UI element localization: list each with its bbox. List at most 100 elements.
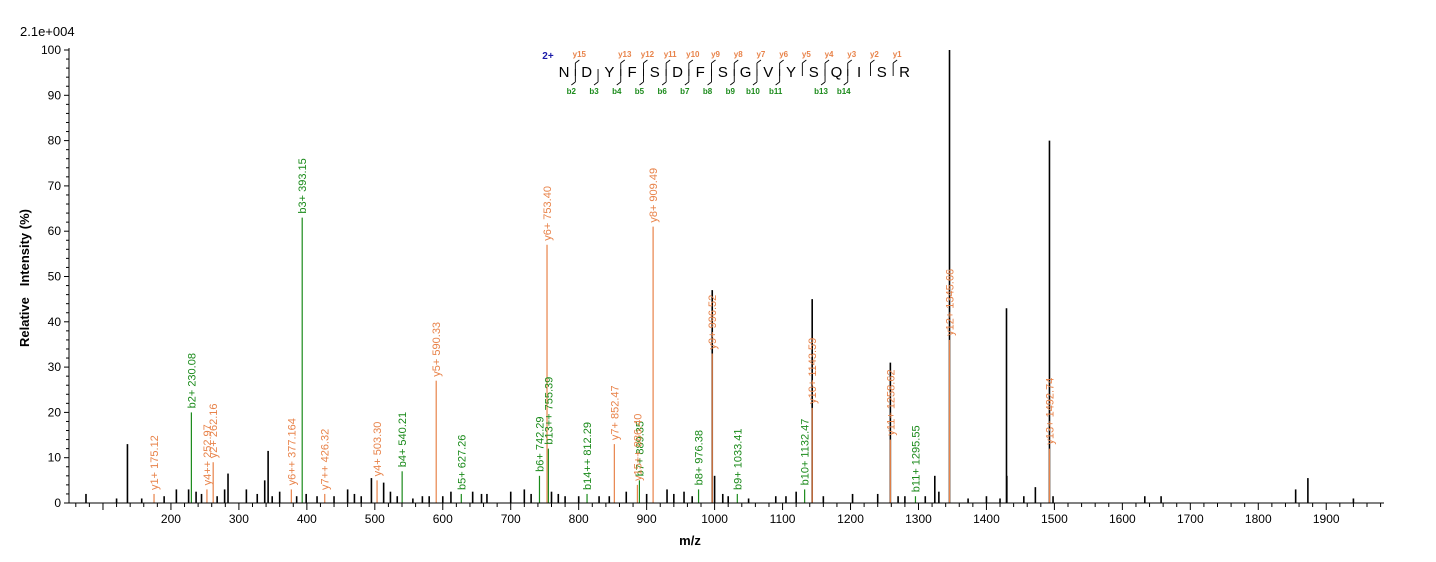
peak-label: b9+ 1033.41 [732,428,744,489]
x-tick-label: 1200 [837,512,864,526]
b-ion-bracket [820,69,826,86]
y-ion-label: y3 [847,50,856,59]
peak-label: y4++ 252.97 [202,424,214,485]
x-tick-label: 700 [501,512,521,526]
y-tick-label: 70 [48,179,62,193]
x-tick-label: 1500 [1041,512,1068,526]
y-ion-bracket [665,59,671,76]
y-ion-bracket [711,59,716,76]
y-ion-label: y6 [779,50,788,59]
b-ion-label: b10 [746,87,760,96]
peak-label: y7+ 852.47 [609,385,621,440]
y-tick-label: 100 [41,43,61,57]
peak-label: y6+ 753.40 [542,186,554,241]
b-ion-label: b11 [769,87,783,96]
peak-label: b2+ 230.08 [186,353,198,408]
y-ion-bracket [756,59,762,76]
y-ion-label: y12 [641,50,655,59]
sequence-residue: G [740,64,752,81]
y-ion-bracket [870,59,875,76]
y-ion-label: y10 [686,50,700,59]
peak-label: b5+ 627.26 [456,435,468,490]
peak-label: y12+ 1345.66 [945,269,957,336]
sequence-residue: S [650,64,660,81]
sequence-residue: D [672,64,683,81]
y-ion-bracket [733,59,739,76]
y-ion-bracket [801,59,807,76]
peak-label: y1+ 175.12 [149,435,161,490]
y-ion-label: y2 [870,50,879,59]
y-ion-label: y7 [756,50,765,59]
b-ion-label: b6 [657,87,667,96]
sequence-residue: S [809,64,819,81]
b-ion-bracket [707,69,712,86]
b-ion-label: b8 [703,87,713,96]
sequence-residue: Y [786,64,796,81]
sequence-residue: F [696,64,705,81]
y-axis-title: Relative Intensity (%) [17,209,32,347]
peak-label: b10+ 1132.47 [800,419,812,486]
sequence-residue: S [718,64,728,81]
sequence-residue: Q [831,64,843,81]
b-ion-label: b14 [837,87,851,96]
sequence-residue: D [581,64,592,81]
peak-label: b11+ 1295.55 [910,425,922,492]
y-tick-label: 30 [48,360,62,374]
sequence-residue: V [763,64,773,81]
peak-label: y6++ 377.164 [286,418,298,485]
b-ion-bracket [616,69,622,86]
b-ion-label: b5 [635,87,645,96]
x-tick-label: 600 [433,512,453,526]
y-tick-label: 60 [48,224,62,238]
peak-label: y9+ 996.52 [707,295,719,350]
y-ion-bracket [643,59,648,76]
y-ion-label: y13 [618,50,632,59]
y-ion-bracket [688,59,694,76]
b-ion-bracket [775,69,781,86]
y-ion-bracket [574,59,580,76]
sequence-residue: S [877,64,887,81]
y-ion-label: y8 [734,50,743,59]
x-tick-label: 1800 [1245,512,1272,526]
peak-label: y7++ 426.32 [320,429,332,490]
x-tick-label: 1000 [701,512,728,526]
peak-labels-layer: y12+ 1345.66 y13+ 1492.74 b3+ 393.15 y8+ 90… [149,158,1056,492]
y-ion-bracket [620,59,626,76]
b-ion-bracket [571,69,576,86]
y-ion-label: y9 [711,50,720,59]
x-tick-label: 1600 [1109,512,1136,526]
y-ion-bracket [779,59,784,76]
sequence-residue: F [628,64,637,81]
b-ion-bracket [752,69,758,86]
peak-label: y5+ 590.33 [431,322,443,377]
x-tick-label: 300 [229,512,249,526]
peak-label: y15++ 886.40 [632,414,644,481]
peak-label: b13++ 755.39 [543,377,555,445]
b-ion-label: b9 [726,87,736,96]
b-ion-label: b4 [612,87,622,96]
peak-label: y10+ 1143.59 [807,338,819,404]
y-ion-label: y15 [573,50,587,59]
y-ion-label: y1 [893,50,902,59]
peak-label: y2+ 262.16 [208,403,220,458]
b-ion-bracket [729,69,735,86]
y-tick-label: 50 [48,270,62,284]
y-tick-label: 10 [48,451,62,465]
x-tick-label: 1100 [770,512,796,526]
b-ion-label: b7 [680,87,690,96]
b-ion-label: b2 [567,87,577,96]
x-tick-label: 200 [161,512,181,526]
sequence-residue: Y [604,64,614,81]
axes-layer: 0 10 20 30 40 50 60 70 80 90 100 200 300 400 500 600 700… [41,43,1384,526]
y-ion-label: y11 [664,50,677,59]
peak-label: b14++ 812.29 [582,422,594,490]
x-tick-label: 1400 [973,512,1000,526]
sequence-residue: N [559,64,570,81]
b-ion-bracket [661,69,667,86]
y-ion-bracket [824,59,830,76]
peak-label: b4+ 540.21 [397,412,409,467]
x-tick-label: 1900 [1313,512,1340,526]
b-ion-bracket [684,69,690,86]
